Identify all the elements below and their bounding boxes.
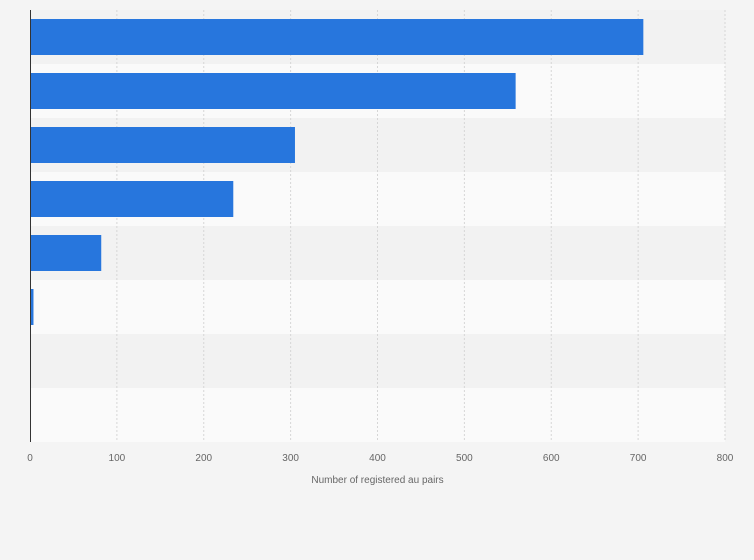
x-tick-label: 400 (369, 453, 386, 464)
x-tick-label: 100 (109, 453, 126, 464)
bars (30, 19, 644, 379)
x-tick-label: 700 (630, 453, 647, 464)
bar[interactable] (30, 235, 102, 271)
x-tick-label: 600 (543, 453, 560, 464)
x-axis-title: Number of registered au pairs (311, 475, 443, 486)
bar[interactable] (30, 19, 644, 55)
x-tick-label: 0 (27, 453, 33, 464)
bar[interactable] (30, 289, 34, 325)
x-tick-label: 800 (717, 453, 734, 464)
x-tick-label: 300 (282, 453, 299, 464)
x-tick-label: 200 (195, 453, 212, 464)
bar[interactable] (30, 127, 295, 163)
bar[interactable] (30, 181, 234, 217)
x-tick-label: 500 (456, 453, 473, 464)
x-tick-labels: 0 100 200 300 400 500 600 700 800 (27, 453, 734, 464)
bar[interactable] (30, 73, 516, 109)
